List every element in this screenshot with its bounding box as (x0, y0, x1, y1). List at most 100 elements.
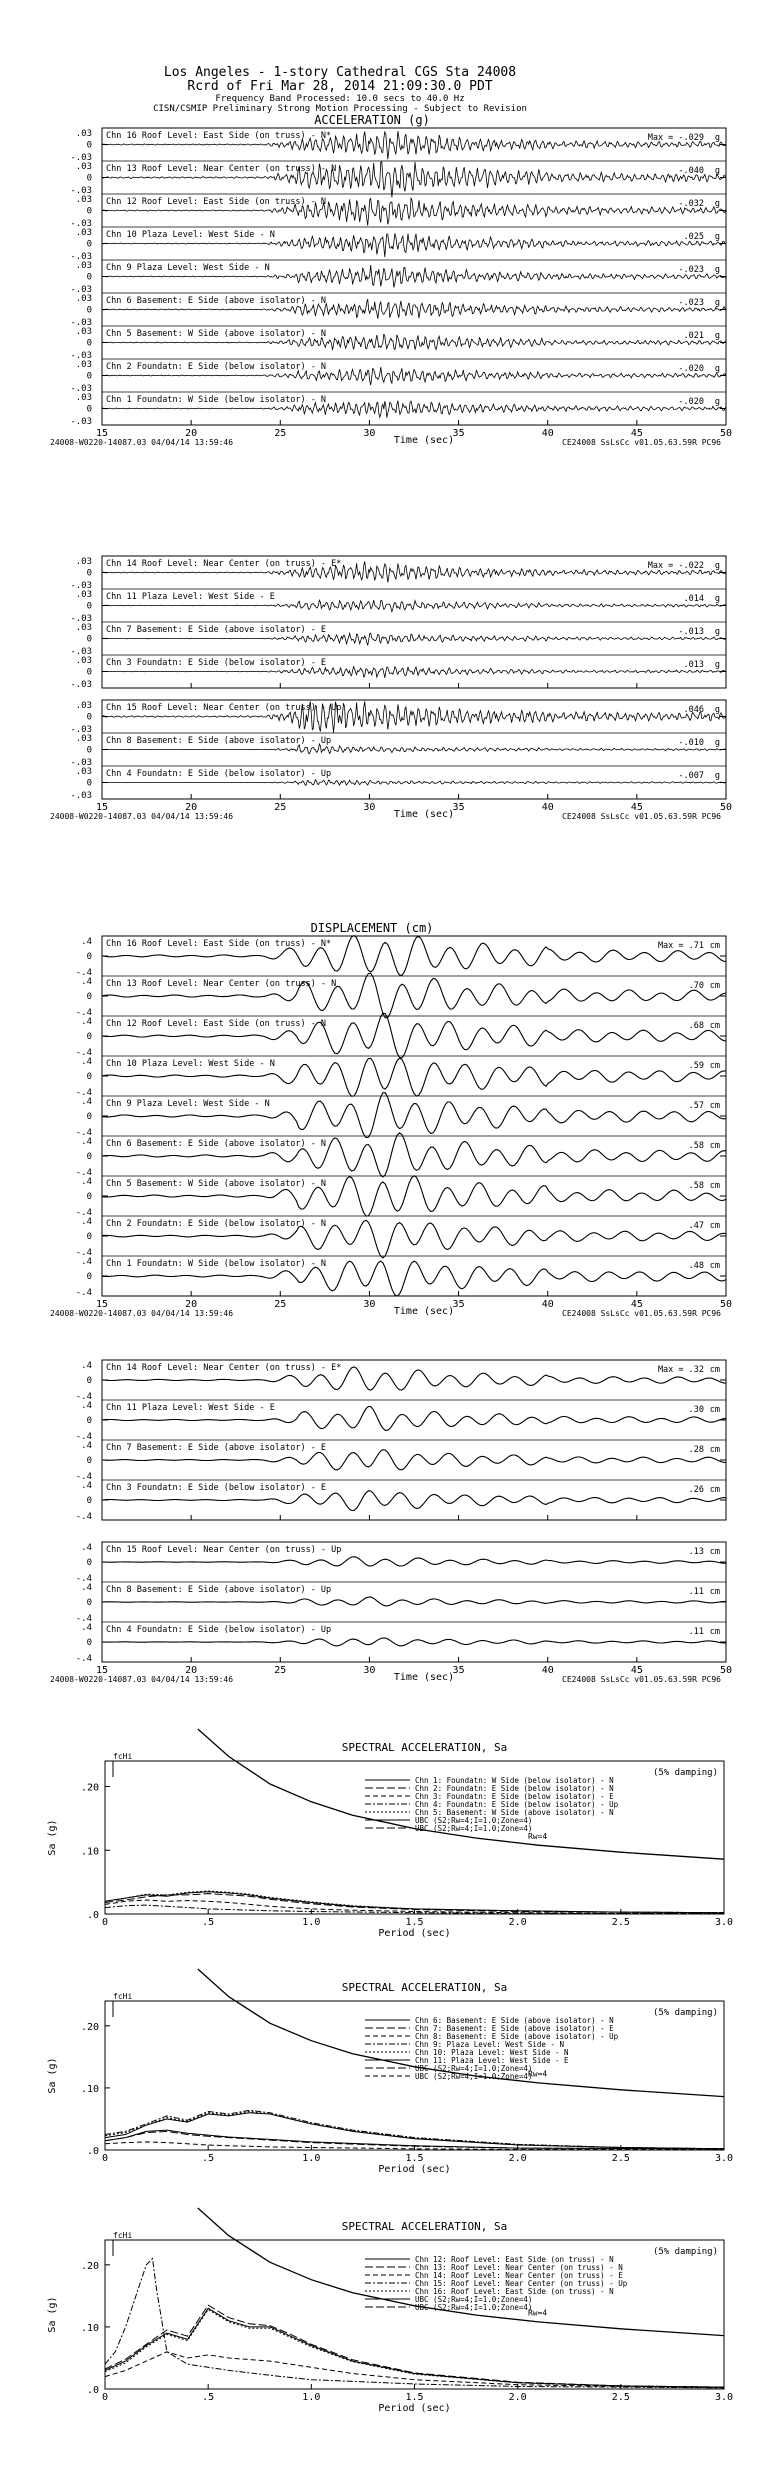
x-axis-label: Time (sec) (394, 809, 454, 820)
x-tick-label: 3.0 (715, 1917, 733, 1928)
unit-label: g (715, 594, 720, 604)
y-tick-label: -.4 (76, 1654, 92, 1664)
x-tick-label: 15 (96, 1299, 108, 1310)
channel-label: Chn 5 Basement: W Side (above isolator) … (106, 1179, 326, 1189)
x-axis-label: Period (sec) (378, 2403, 450, 2414)
waveform-trace (101, 1556, 727, 1567)
y-tick-label: -.03 (70, 384, 92, 394)
x-axis-label: Time (sec) (394, 435, 454, 446)
max-value: Max = -.029 (648, 133, 704, 143)
y-tick-label: 0 (87, 713, 92, 723)
x-tick-label: 2.0 (509, 2153, 527, 2164)
y-tick-label: 0 (87, 372, 92, 382)
legend-entry: Chn 2: Foundatn: E Side (below isolator)… (415, 1784, 614, 1793)
spectrum-series-line (104, 2109, 725, 2150)
max-value: -.013 (678, 627, 704, 637)
y-tick-label: 0 (87, 635, 92, 645)
x-tick-label: 30 (363, 1299, 375, 1310)
waveform-trace (101, 130, 727, 160)
legend-entry: Chn 13: Roof Level: Near Center (on trus… (415, 2263, 623, 2272)
channel-label: Chn 8 Basement: E Side (above isolator) … (106, 736, 331, 746)
legend-entry: Chn 11: Plaza Level: West Side - E (415, 2056, 569, 2065)
x-tick-label: 1.0 (302, 1917, 320, 1928)
y-tick-label: .4 (81, 1097, 92, 1107)
unit-label: cm (710, 1221, 720, 1231)
footer-processing-id: CE24008 SsLsCc v01.05.63.59R PC96 (562, 812, 721, 821)
max-value: .013 (684, 660, 704, 670)
y-tick-label: -.03 (70, 581, 92, 591)
x-axis-label: Time (sec) (394, 1306, 454, 1317)
y-tick-label: 0 (87, 1112, 92, 1122)
y-tick-label: 0 (87, 1376, 92, 1386)
acceleration-title: ACCELERATION (g) (314, 113, 430, 127)
unit-label: cm (710, 1101, 720, 1111)
x-axis-label: Period (sec) (378, 1928, 450, 1939)
x-tick-label: 2.5 (612, 1917, 630, 1928)
footer-record-id: 24008-W0220-14087.03 04/04/14 13:59:46 (50, 812, 233, 821)
waveform-trace (101, 972, 727, 1019)
x-tick-label: .5 (202, 1917, 214, 1928)
y-tick-label: .4 (81, 1361, 92, 1371)
unit-label: cm (710, 981, 720, 991)
waveform-trace (101, 161, 727, 198)
y-tick-label: .03 (76, 734, 92, 744)
x-tick-label: 2.5 (612, 2392, 630, 2403)
unit-label: cm (710, 1445, 720, 1455)
waveform-trace (101, 1132, 727, 1178)
y-tick-label: .4 (81, 1481, 92, 1491)
rw-curve-label: Rw=4 (528, 2070, 547, 2079)
channel-label: Chn 15 Roof Level: Near Center (on truss… (106, 703, 341, 713)
legend-entry: UBC (S2;Rw=4;I=1.0;Zone=4) (415, 2303, 532, 2312)
x-tick-label: 25 (274, 428, 286, 439)
channel-label: Chn 10 Plaza Level: West Side - N (106, 230, 275, 240)
unit-label: cm (710, 1485, 720, 1495)
x-tick-label: 1.5 (405, 2392, 423, 2403)
unit-label: cm (710, 1061, 720, 1071)
fchi-label: fcHi (113, 2231, 132, 2240)
y-tick-label: 0 (87, 174, 92, 184)
y-tick-label: .4 (81, 1583, 92, 1593)
displacement-title: DISPLACEMENT (cm) (311, 921, 434, 935)
x-tick-label: 15 (96, 428, 108, 439)
y-tick-label: 0 (87, 306, 92, 316)
unit-label: cm (710, 941, 720, 951)
channel-label: Chn 7 Basement: E Side (above isolator) … (106, 1443, 326, 1453)
y-tick-label: .4 (81, 1177, 92, 1187)
y-tick-label: .03 (76, 393, 92, 403)
y-tick-label: -.03 (70, 351, 92, 361)
y-axis-label: Sa (g) (47, 1819, 58, 1855)
max-value: -.020 (678, 364, 704, 374)
max-value: .58 (689, 1141, 704, 1151)
spectrum-series-line (104, 2129, 725, 2150)
channel-label: Chn 12 Roof Level: East Side (on truss) … (106, 1019, 326, 1029)
max-value: Max = -.022 (648, 561, 704, 571)
y-tick-label: 0 (87, 1072, 92, 1082)
y-tick-label: -.03 (70, 614, 92, 624)
x-tick-label: 45 (631, 802, 643, 813)
x-tick-label: 0 (102, 2153, 108, 2164)
damping-label: (5% damping) (653, 2008, 718, 2018)
x-tick-label: 50 (720, 802, 732, 813)
y-tick-label: .03 (76, 327, 92, 337)
x-tick-label: 30 (363, 1665, 375, 1676)
max-value: .025 (684, 232, 704, 242)
channel-label: Chn 3 Foundatn: E Side (below isolator) … (106, 658, 326, 668)
y-tick-label: -.03 (70, 680, 92, 690)
y-tick-label: .03 (76, 228, 92, 238)
unit-label: g (715, 166, 720, 176)
y-tick-label: .4 (81, 937, 92, 947)
footer-record-id: 24008-W0220-14087.03 04/04/14 13:59:46 (50, 1309, 233, 1318)
x-tick-label: 35 (453, 802, 465, 813)
max-value: .11 (689, 1627, 704, 1637)
y-tick-label: 0 (87, 207, 92, 217)
max-value: .021 (684, 331, 704, 341)
max-value: .30 (689, 1405, 704, 1415)
channel-label: Chn 1 Foundatn: W Side (below isolator) … (106, 1259, 326, 1269)
max-value: -.007 (678, 771, 704, 781)
y-tick-label: -.4 (76, 1088, 92, 1098)
x-tick-label: 20 (185, 1299, 197, 1310)
y-tick-label: 0 (87, 1416, 92, 1426)
unit-label: cm (710, 1261, 720, 1271)
spectrum-series-line (104, 1899, 724, 1914)
unit-label: g (715, 397, 720, 407)
